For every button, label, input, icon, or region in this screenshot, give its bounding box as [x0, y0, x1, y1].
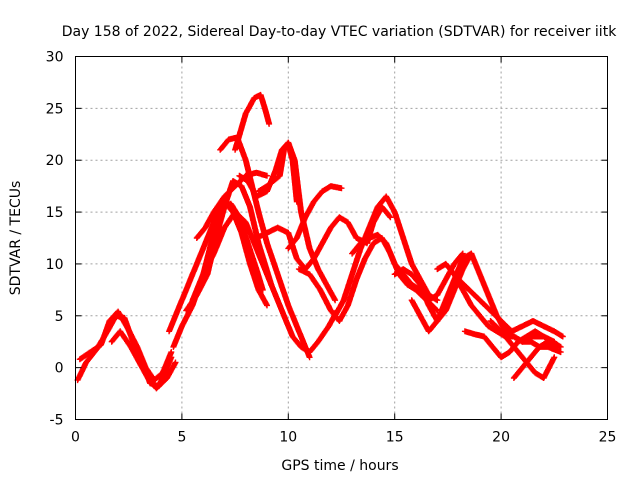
series-24 — [510, 338, 560, 381]
series-markers — [255, 141, 300, 205]
axis-ticks: -5 0 5 10 15 20 25 30 0 5 10 15 20 25 — [46, 50, 617, 446]
y-tick-label: 30 — [46, 50, 64, 66]
series-2 — [76, 308, 175, 384]
series-10 — [232, 91, 273, 153]
series-12 — [255, 141, 300, 205]
series-3 — [108, 328, 179, 392]
plot-frame — [75, 56, 608, 420]
y-tick-label: 10 — [46, 257, 64, 273]
x-tick-label: 10 — [279, 430, 297, 446]
chart-title: Day 158 of 2022, Sidereal Day-to-day VTE… — [62, 24, 617, 40]
series-markers — [193, 169, 270, 241]
series-markers — [510, 338, 560, 381]
x-tick-label: 25 — [599, 430, 617, 446]
series-markers — [285, 183, 345, 252]
series-markers — [76, 308, 175, 384]
y-tick-label: 25 — [46, 101, 64, 117]
y-tick-label: 20 — [46, 153, 64, 169]
series-markers — [232, 91, 273, 153]
series-8 — [193, 169, 270, 241]
y-tick-label: 15 — [46, 205, 64, 221]
x-axis-label: GPS time / hours — [281, 458, 398, 474]
x-tick-label: 0 — [71, 430, 80, 446]
data-points — [74, 91, 566, 392]
y-tick-label: -5 — [50, 413, 64, 429]
x-tick-label: 20 — [492, 430, 510, 446]
series-markers — [455, 276, 566, 340]
series-14 — [285, 183, 345, 252]
series-markers — [189, 209, 341, 356]
y-tick-label: 5 — [55, 309, 64, 325]
series-21 — [455, 276, 566, 340]
x-tick-label: 15 — [386, 430, 404, 446]
y-tick-label: 0 — [55, 361, 64, 377]
y-axis-label: SDTVAR / TECUs — [8, 181, 24, 296]
series-markers — [108, 328, 179, 392]
x-tick-label: 5 — [177, 430, 186, 446]
series-7 — [189, 209, 341, 356]
